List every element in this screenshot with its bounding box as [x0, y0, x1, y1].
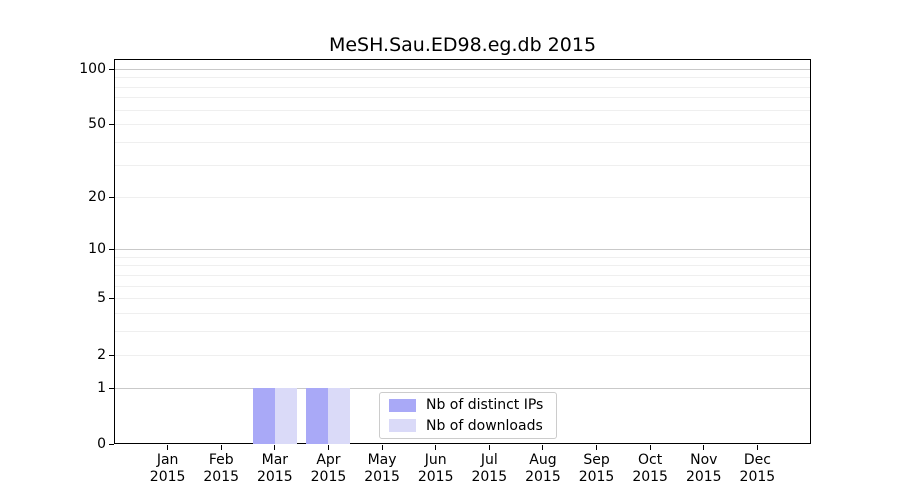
y-tick-label: 5 — [97, 290, 106, 307]
x-tick-label: Nov 2015 — [685, 452, 722, 485]
x-axis-tick — [488, 445, 490, 450]
gridline-minor — [115, 298, 810, 300]
gridline-minor — [115, 256, 810, 258]
x-tick-label: Jul 2015 — [471, 452, 508, 485]
x-axis-tick — [327, 445, 329, 450]
x-axis-tick — [167, 445, 169, 450]
x-tick-label: May 2015 — [364, 452, 400, 485]
y-tick-label: 0 — [97, 436, 106, 452]
y-axis-tick — [109, 124, 114, 126]
x-axis-tick — [274, 445, 276, 450]
x-tick-label: Sep 2015 — [578, 452, 615, 485]
y-tick-label: 50 — [88, 116, 106, 133]
gridline-minor — [115, 164, 810, 166]
x-tick-label: Apr 2015 — [310, 452, 347, 485]
legend-label: Nb of downloads — [426, 417, 543, 434]
legend-row: Nb of distinct IPs — [389, 397, 556, 413]
gridline-minor — [115, 331, 810, 333]
y-tick-label: 2 — [97, 346, 106, 363]
gridline-minor — [115, 274, 810, 276]
y-axis-tick — [109, 354, 114, 356]
gridline-minor — [115, 265, 810, 267]
x-axis-tick — [649, 445, 651, 450]
y-axis-tick — [109, 249, 114, 251]
gridline-minor — [115, 354, 810, 356]
x-axis-tick — [381, 445, 383, 450]
y-axis-tick — [109, 387, 114, 389]
gridline-minor — [115, 142, 810, 144]
gridline-minor — [115, 313, 810, 315]
x-tick-label: Aug 2015 — [525, 452, 561, 485]
x-axis-tick — [220, 445, 222, 450]
chart-title: MeSH.Sau.ED98.eg.db 2015 — [328, 34, 597, 56]
y-tick-label: 20 — [88, 188, 106, 205]
x-tick-label: Feb 2015 — [203, 452, 240, 485]
x-axis-tick — [596, 445, 598, 450]
legend: Nb of distinct IPs Nb of downloads — [379, 392, 557, 439]
y-tick-label: 100 — [79, 60, 106, 77]
x-tick-label: Jan 2015 — [149, 452, 186, 485]
x-axis-tick — [703, 445, 705, 450]
gridline-minor — [115, 86, 810, 88]
x-tick-label: Mar 2015 — [257, 452, 293, 485]
gridline-minor — [115, 196, 810, 198]
y-tick-label: 10 — [88, 241, 106, 258]
y-axis-tick — [109, 68, 114, 70]
gridline-major — [115, 68, 810, 70]
legend-row: Nb of downloads — [389, 418, 556, 434]
legend-label: Nb of distinct IPs — [426, 397, 544, 414]
y-axis-tick — [109, 298, 114, 300]
y-tick-label: 1 — [97, 379, 106, 396]
legend-swatch-downloads — [389, 419, 416, 433]
x-axis-tick — [542, 445, 544, 450]
legend-swatch-distinct-ips — [389, 398, 416, 412]
gridline-minor — [115, 124, 810, 126]
x-axis-tick — [435, 445, 437, 450]
gridline-minor — [115, 285, 810, 287]
x-tick-label: Dec 2015 — [739, 452, 776, 485]
x-tick-label: Jun 2015 — [417, 452, 454, 485]
y-axis-tick — [109, 444, 114, 445]
bar-distinct-ips — [252, 387, 275, 444]
gridline-minor — [115, 97, 810, 99]
x-axis-tick — [756, 445, 758, 450]
gridline-minor — [115, 109, 810, 111]
bar-downloads — [328, 387, 351, 444]
bar-distinct-ips — [306, 387, 329, 444]
bar-downloads — [274, 387, 297, 444]
gridline-major — [115, 249, 810, 251]
gridline-major — [115, 387, 810, 389]
x-tick-label: Oct 2015 — [632, 452, 668, 485]
plot-area — [114, 59, 811, 444]
gridline-minor — [115, 77, 810, 79]
y-axis-tick — [109, 196, 114, 198]
